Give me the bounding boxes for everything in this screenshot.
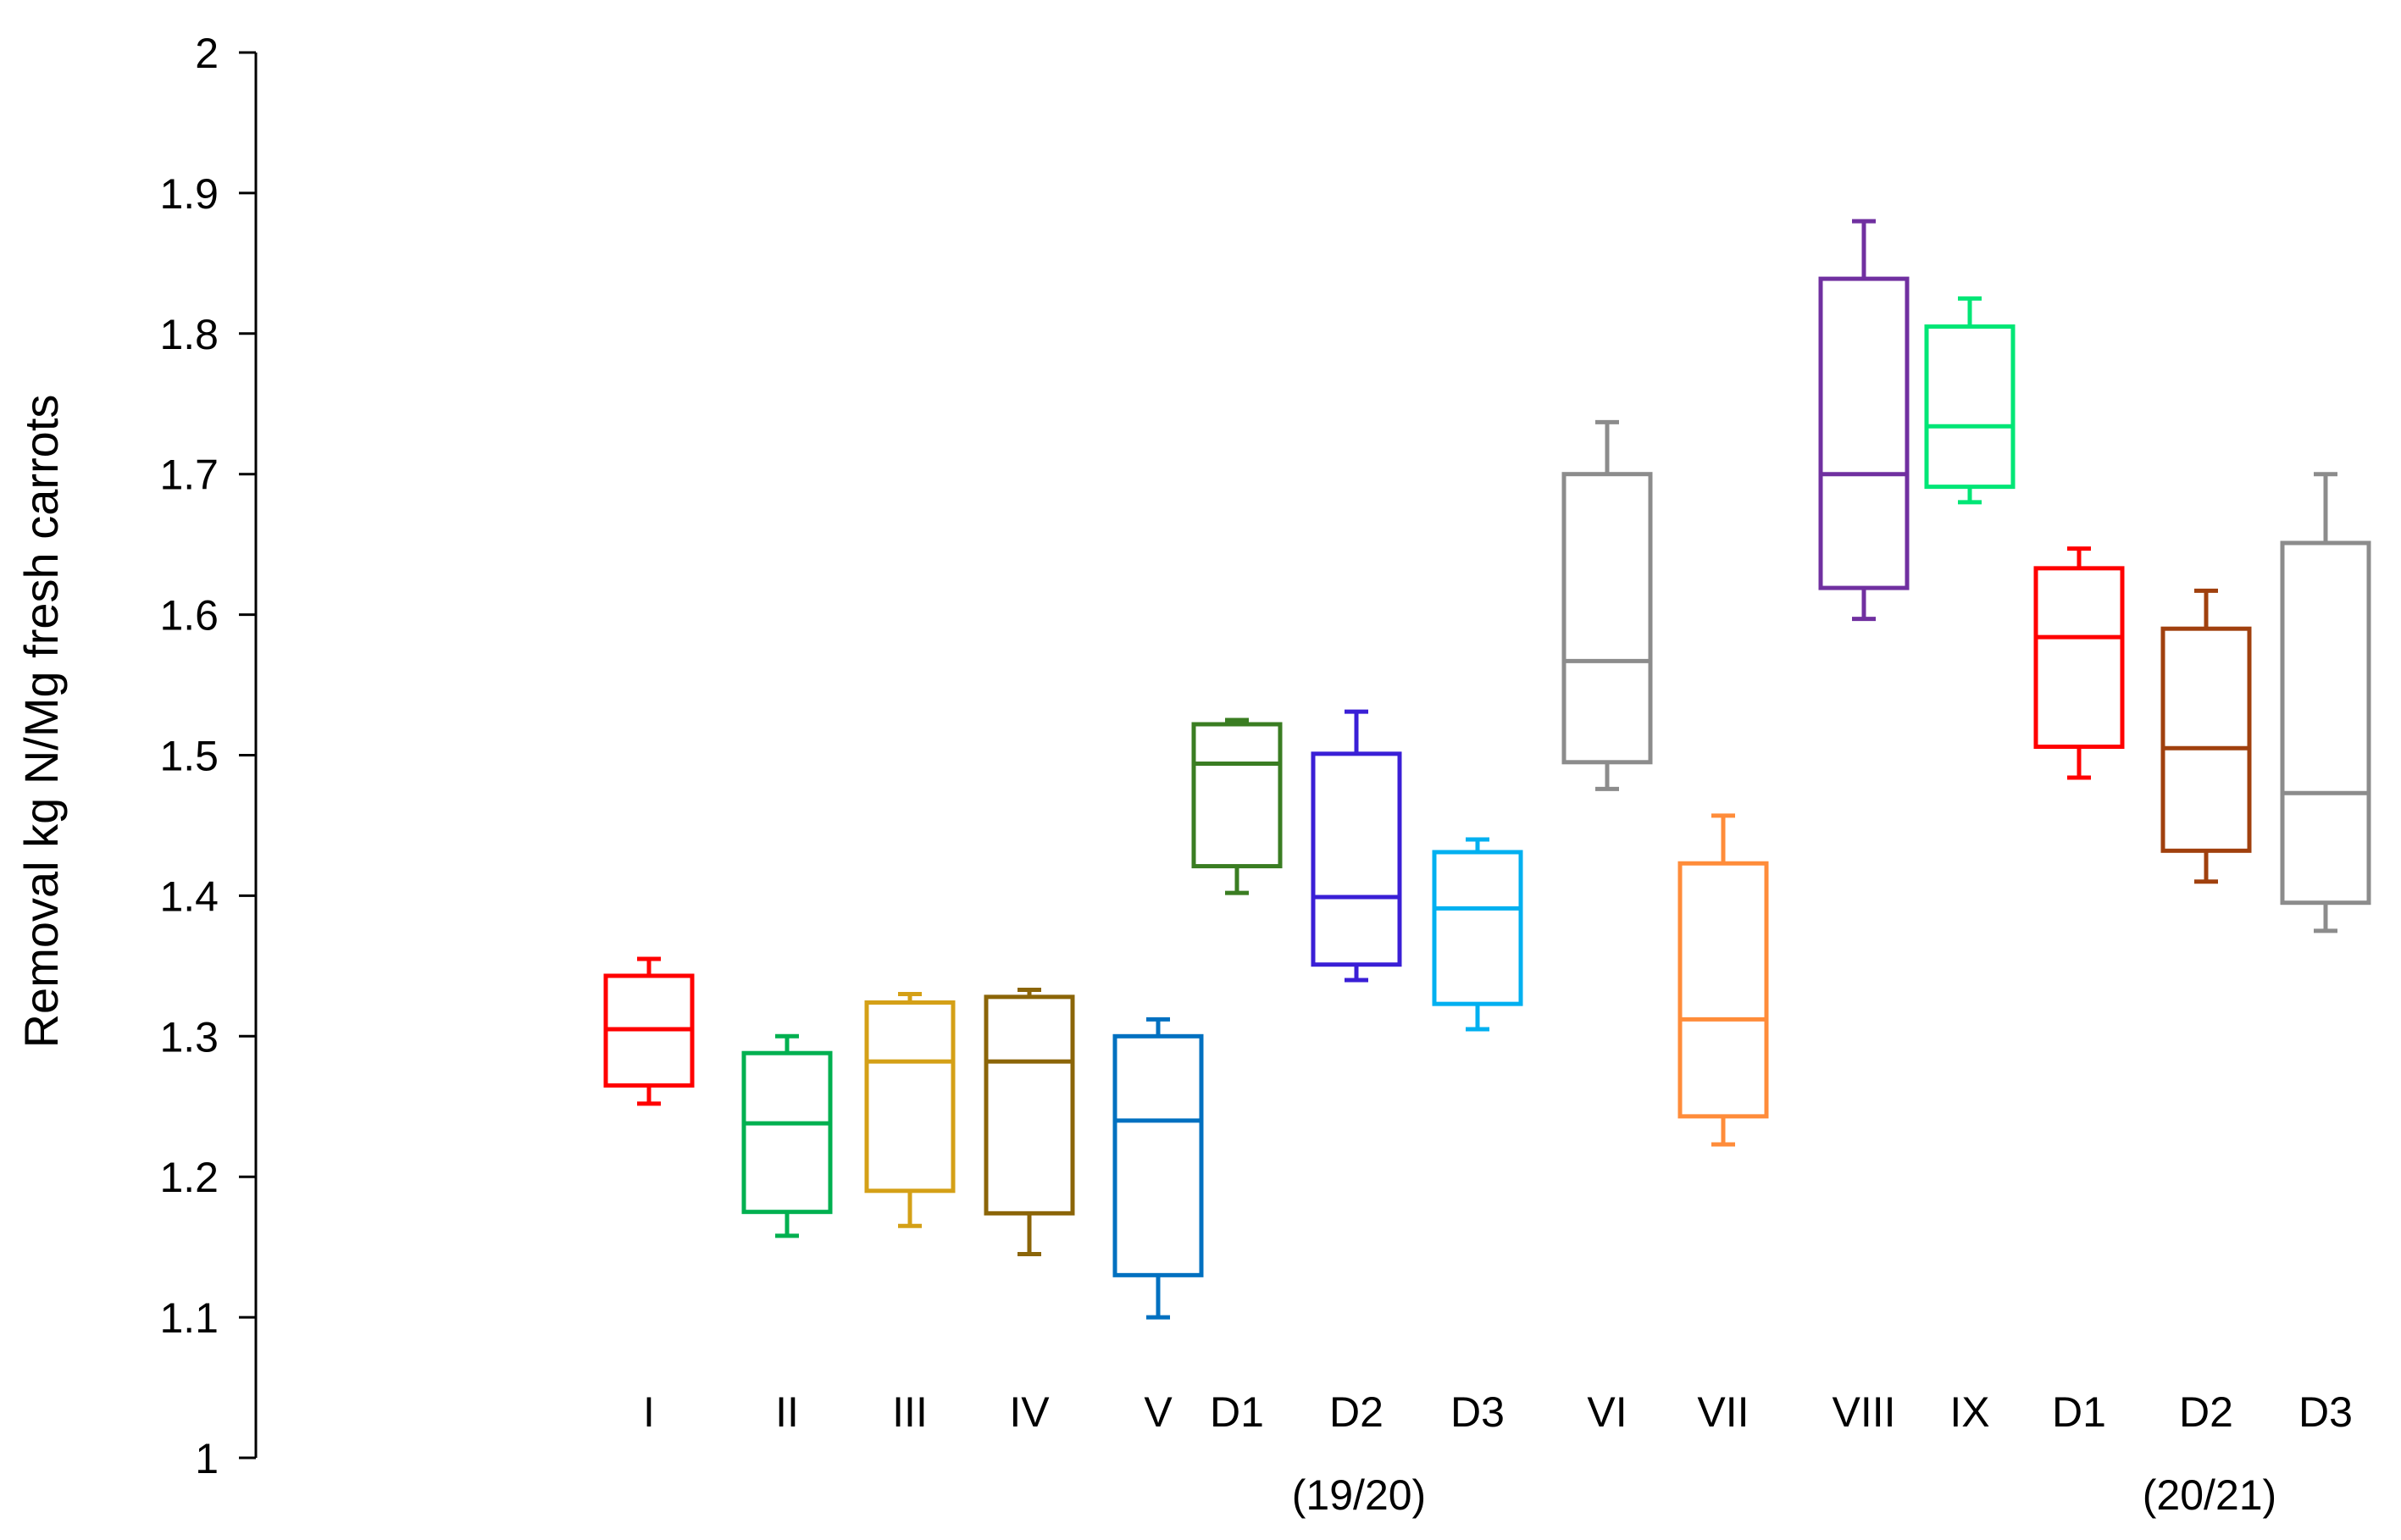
x-category-label: III	[892, 1388, 928, 1436]
y-axis-title: Removal kg N/Mg fresh carrots	[14, 395, 68, 1049]
box-1	[603, 956, 695, 1106]
x-category-label: D3	[1450, 1388, 1505, 1436]
y-tick-label: 1.6	[159, 592, 219, 640]
x-category-label: D1	[1210, 1388, 1264, 1436]
y-tick-label: 1	[195, 1435, 219, 1482]
box-14	[2160, 588, 2252, 884]
box-13	[2033, 546, 2125, 780]
iqr-box	[2033, 566, 2125, 750]
box-5	[1112, 1017, 1204, 1320]
iqr-box	[1112, 1033, 1204, 1277]
x-category-label: D3	[2298, 1388, 2353, 1436]
x-category-label: II	[775, 1388, 799, 1436]
iqr-box	[1818, 276, 1910, 590]
box-11	[1818, 219, 1910, 622]
box-15	[2280, 472, 2371, 933]
y-axis-ticks: 1 1.1 1.2 1.3 1.4 1.5 1.6 1.7 1.8 1.9 2	[159, 30, 256, 1482]
x-category-label: V	[1144, 1388, 1173, 1436]
iqr-box	[2160, 626, 2252, 853]
box-series	[603, 219, 2371, 1320]
y-tick-label: 1.5	[159, 733, 219, 780]
iqr-box	[1561, 472, 1653, 765]
box-7	[1311, 709, 1402, 983]
x-category-label: D1	[2052, 1388, 2106, 1436]
box-6	[1191, 717, 1283, 895]
box-2	[741, 1033, 833, 1238]
x-category-label: I	[643, 1388, 655, 1436]
y-tick-label: 1.7	[159, 451, 219, 499]
x-category-label: IX	[1949, 1388, 1989, 1436]
iqr-box	[984, 994, 1075, 1216]
y-tick-label: 1.1	[159, 1294, 219, 1342]
y-tick-label: 1.4	[159, 872, 219, 920]
iqr-box	[1924, 324, 2016, 490]
box-10	[1677, 813, 1769, 1147]
iqr-box	[1191, 722, 1283, 869]
y-tick-label: 1.8	[159, 311, 219, 358]
iqr-box	[741, 1050, 833, 1215]
x-category-label: D2	[2179, 1388, 2233, 1436]
x-category-label: VI	[1587, 1388, 1627, 1436]
y-tick-label: 1.9	[159, 170, 219, 218]
season-label-19-20: (19/20)	[1292, 1471, 1426, 1519]
x-category-label: IV	[1009, 1388, 1050, 1436]
y-tick-label: 1.2	[159, 1154, 219, 1201]
x-category-label: VII	[1697, 1388, 1749, 1436]
iqr-box	[1432, 850, 1523, 1006]
iqr-box	[1677, 861, 1769, 1119]
y-tick-label: 1.3	[159, 1013, 219, 1061]
box-3	[864, 992, 956, 1228]
x-axis-labels: I II III IV V D1 D2 D3 VI VII VIII IX D1 D2 D3	[643, 1388, 2353, 1436]
iqr-box	[864, 1000, 956, 1194]
box-8	[1432, 837, 1523, 1032]
season-label-20-21: (20/21)	[2143, 1471, 2276, 1519]
iqr-box	[1311, 751, 1402, 967]
box-9	[1561, 419, 1653, 791]
box-12	[1924, 296, 2016, 505]
x-category-label: VIII	[1832, 1388, 1895, 1436]
box-4	[984, 988, 1075, 1256]
iqr-box	[2280, 540, 2371, 906]
y-tick-label: 2	[195, 30, 219, 77]
x-category-label: D2	[1329, 1388, 1383, 1436]
